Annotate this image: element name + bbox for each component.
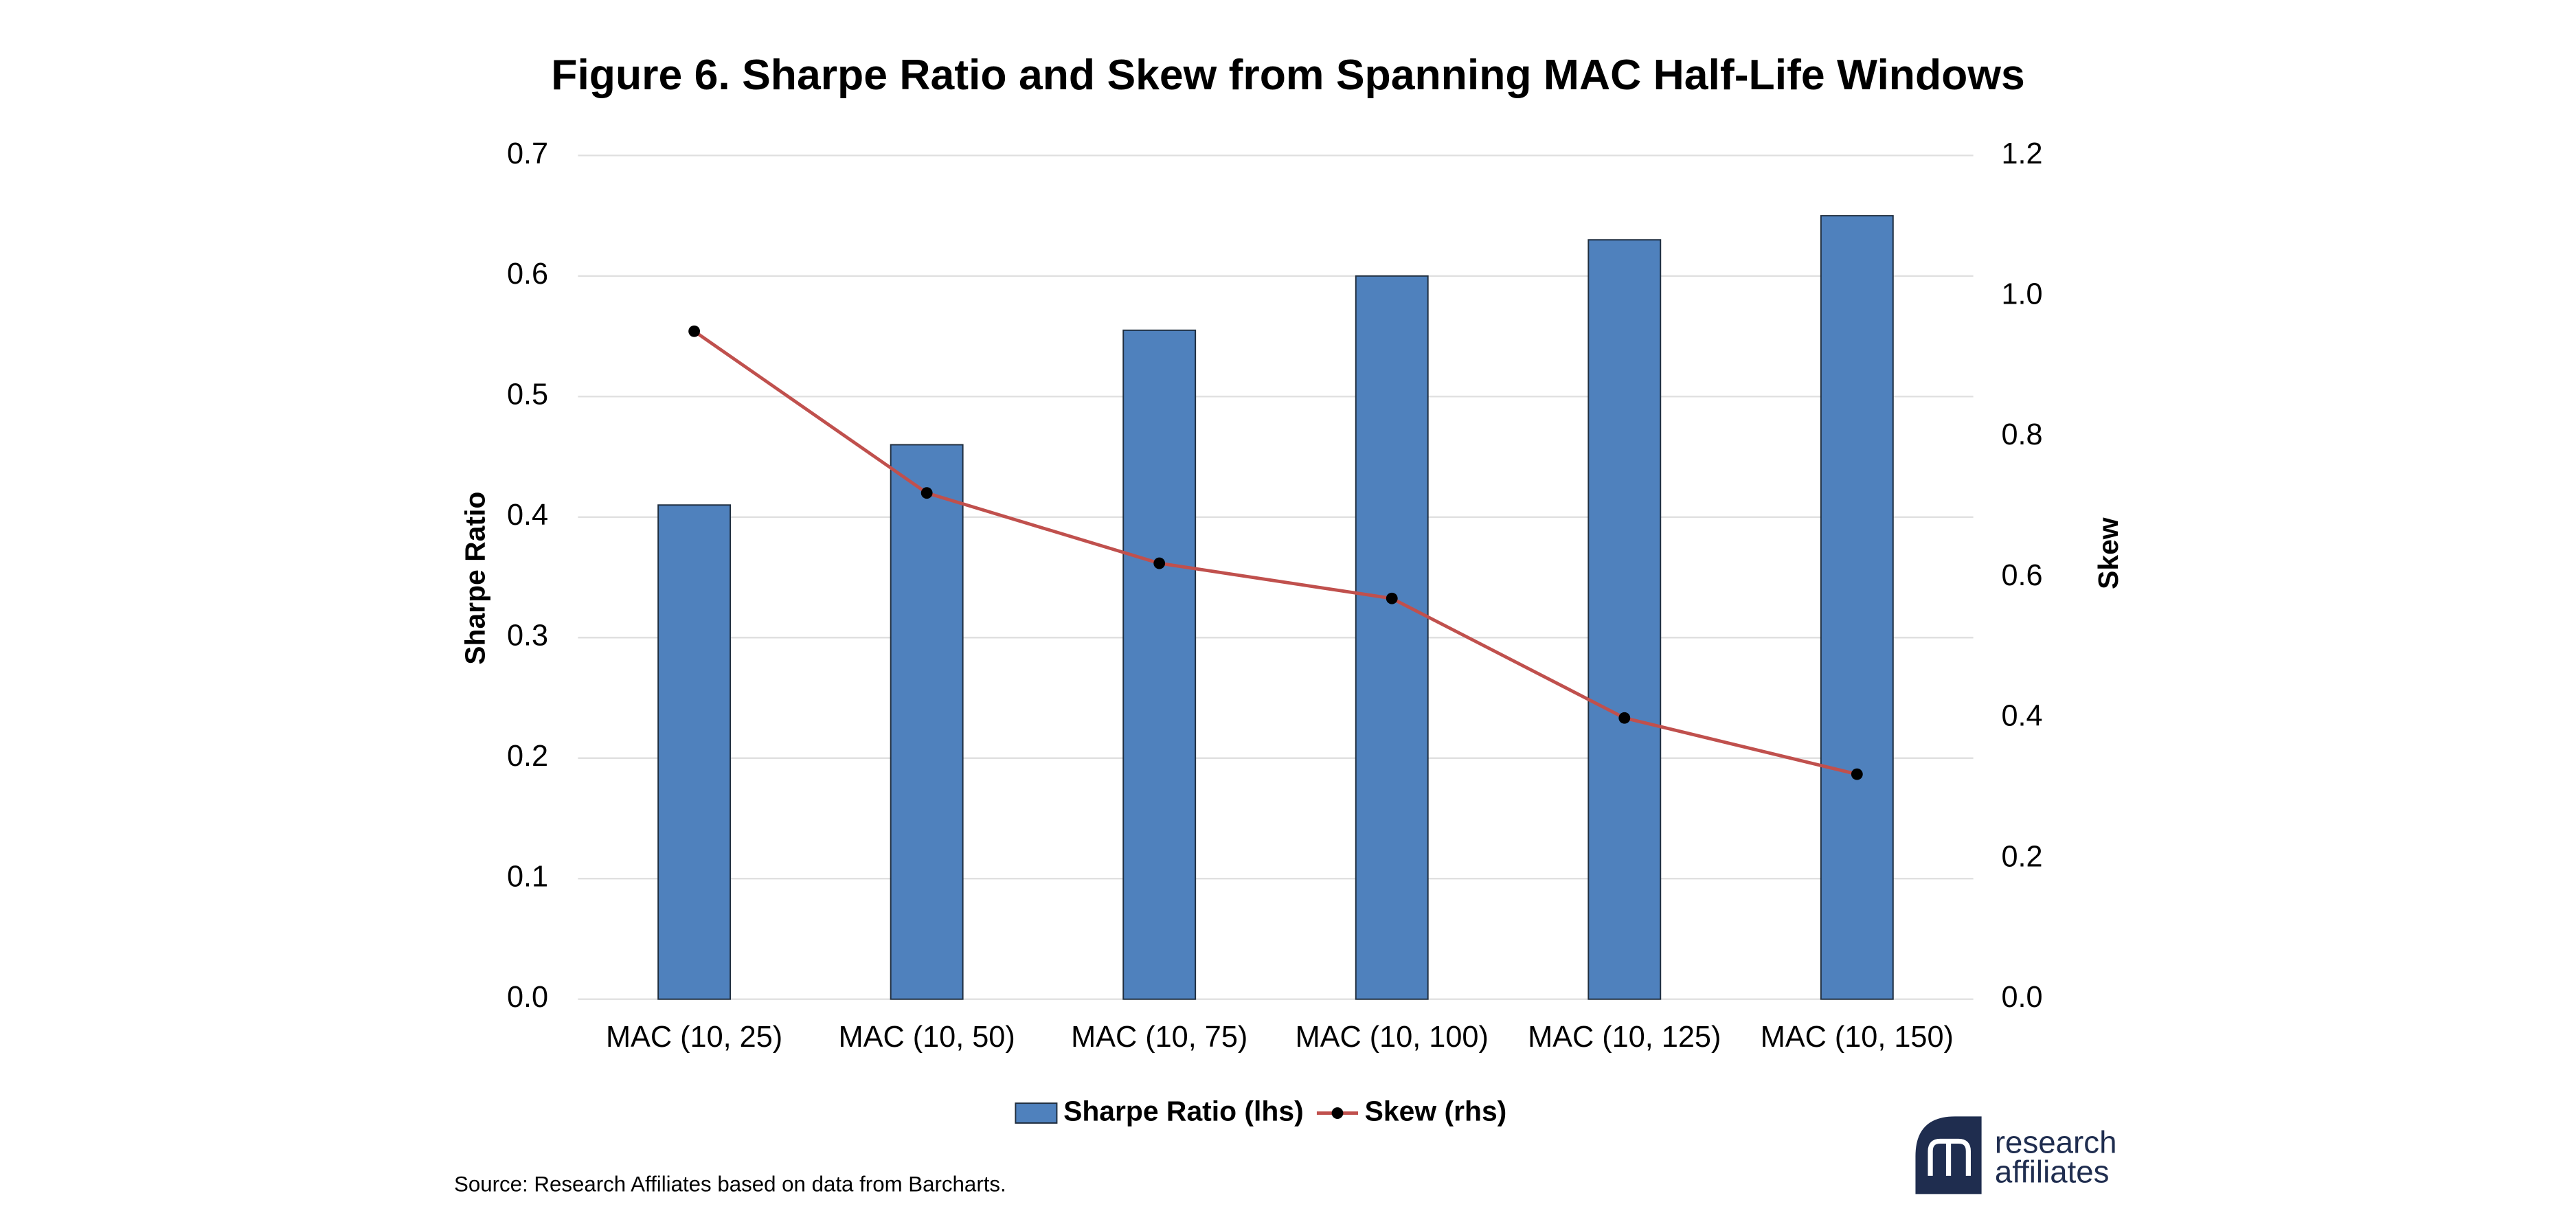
x-tick-label: MAC (10, 125): [1528, 1021, 1721, 1054]
bar: [657, 504, 732, 1000]
bar: [1355, 275, 1429, 1000]
y-axis-title: Sharpe Ratio: [460, 492, 491, 665]
y2-axis-title: Skew: [2092, 517, 2124, 589]
marker: [1851, 768, 1863, 780]
bar: [890, 444, 964, 1000]
y-tick-label: 0.1: [507, 861, 548, 894]
line: [693, 330, 1857, 776]
x-tick-label: MAC (10, 50): [839, 1021, 1015, 1054]
x-tick-label: MAC (10, 100): [1296, 1021, 1489, 1054]
marker: [688, 325, 701, 337]
legend-marker: [1331, 1107, 1344, 1119]
y2-tick-label: 1.0: [2001, 277, 2042, 310]
y2-tick-label: 0.0: [2001, 981, 2042, 1014]
y-tick-label: 0.3: [507, 620, 548, 653]
y-tick-label: 0.4: [507, 499, 548, 532]
x-tick-label: MAC (10, 150): [1761, 1021, 1954, 1054]
marker: [1386, 592, 1398, 604]
logo-text: research: [1995, 1124, 2117, 1159]
marker: [920, 487, 933, 499]
marker: [1153, 557, 1166, 569]
y-tick-label: 0.7: [507, 137, 548, 170]
y-tick-label: 0.2: [507, 740, 548, 773]
bar: [1122, 329, 1197, 1000]
y-tick-label: 0.0: [507, 981, 548, 1014]
y2-tick-label: 1.2: [2001, 137, 2042, 170]
x-tick-label: MAC (10, 75): [1071, 1021, 1247, 1054]
y2-tick-label: 0.8: [2001, 418, 2042, 451]
legend-swatch: [1015, 1102, 1058, 1124]
y-tick-label: 0.5: [507, 378, 548, 411]
bar: [1588, 239, 1662, 1000]
logo-text: affiliates: [1995, 1155, 2110, 1190]
y2-tick-label: 0.6: [2001, 559, 2042, 592]
y2-tick-label: 0.4: [2001, 700, 2042, 733]
legend-label: Sharpe Ratio (lhs): [1063, 1095, 1304, 1126]
x-tick-label: MAC (10, 25): [606, 1021, 782, 1054]
source-note: Source: Research Affiliates based on dat…: [454, 1172, 1006, 1197]
chart-title: Figure 6. Sharpe Ratio and Skew from Spa…: [551, 51, 2024, 99]
bar: [1820, 215, 1894, 1000]
legend-label: Skew (rhs): [1365, 1095, 1507, 1126]
logo-glyph: [1928, 1138, 1971, 1176]
y2-tick-label: 0.2: [2001, 840, 2042, 873]
marker: [1618, 712, 1631, 724]
y-tick-label: 0.6: [507, 258, 548, 291]
